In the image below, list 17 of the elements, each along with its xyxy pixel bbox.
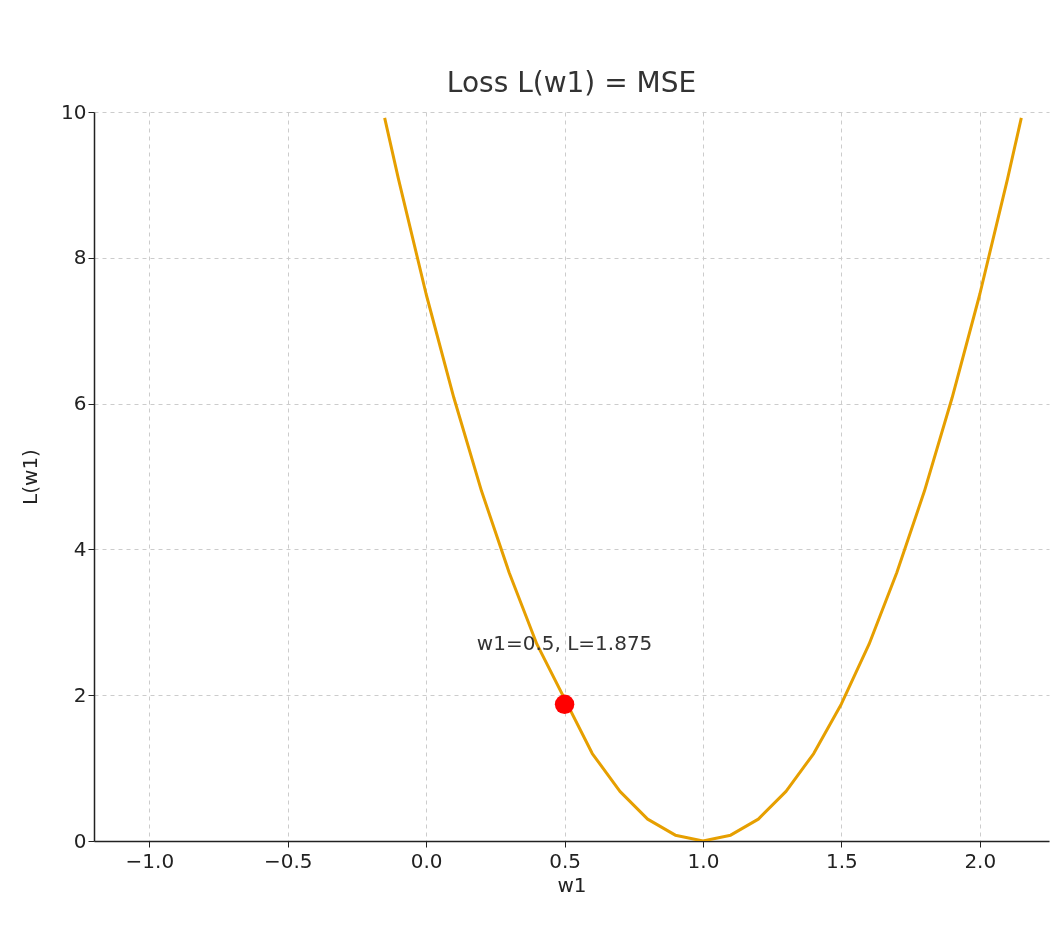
x-axis-title: w1 [557, 872, 587, 897]
x-tick-label: 0.5 [549, 848, 581, 873]
chart-title: Loss L(w1) = MSE [446, 66, 697, 99]
y-axis-title: L(w1) [18, 449, 43, 505]
y-tick-label: 4 [73, 536, 87, 561]
x-tick-label: −1.0 [125, 848, 175, 873]
y-tick-label: 8 [73, 245, 87, 270]
x-tick-label: 2.0 [964, 848, 997, 873]
y-tick-label: 0 [73, 828, 87, 853]
y-tick-label: 10 [61, 99, 87, 124]
x-tick-label: −0.5 [263, 848, 313, 873]
x-tick-label: 1.5 [825, 848, 858, 873]
x-tick-label: 0.0 [410, 848, 443, 873]
line-series [383, 116, 1023, 841]
x-tick-label: 1.0 [687, 848, 720, 873]
y-tick-label: 6 [73, 391, 87, 416]
y-tick-label: 2 [73, 682, 87, 707]
